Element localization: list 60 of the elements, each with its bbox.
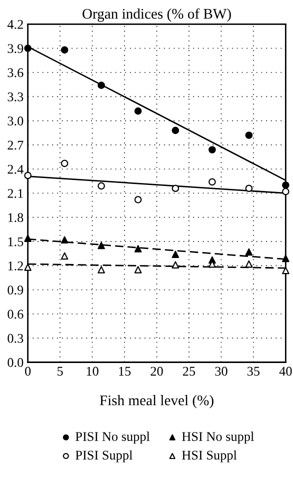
x-tick-label: 30: [215, 366, 228, 376]
point: [172, 184, 180, 192]
x-tick-label: 25: [182, 366, 196, 376]
y-tick-label: 2.4: [8, 164, 24, 174]
point: [282, 188, 290, 196]
point: [134, 196, 142, 204]
point: [208, 178, 216, 186]
x-tick-label: 10: [86, 366, 98, 376]
y-tick-label: 0.6: [8, 310, 24, 319]
legend-label: PISI Suppl: [76, 450, 132, 462]
x-tick-label: 20: [150, 366, 163, 376]
point: [98, 266, 105, 274]
point: [282, 266, 290, 274]
y-tick-label: 2.7: [8, 140, 24, 150]
x-tick-label: 5: [58, 366, 63, 376]
point: [208, 146, 216, 154]
chart-title: Organ indices (% of BW): [82, 8, 231, 22]
point: [134, 245, 142, 252]
point: [245, 132, 253, 139]
legend-label: HSI No suppl: [182, 432, 254, 444]
legend-label: HSI Suppl: [182, 450, 237, 462]
x-axis-title: Fish meal level (%): [100, 395, 214, 408]
y-tick-label: 4.2: [7, 20, 23, 29]
point: [172, 261, 180, 269]
point: [98, 242, 105, 250]
point: [172, 250, 180, 258]
legend-label: PISI No suppl: [76, 432, 150, 444]
y-tick-label: 3.3: [8, 92, 24, 102]
y-tick-label: 1.2: [8, 261, 23, 270]
point: [60, 236, 68, 244]
point: [134, 266, 142, 274]
y-tick-label: 3.0: [8, 116, 24, 126]
point: [24, 172, 32, 180]
point: [98, 82, 105, 89]
y-tick-label: 0.9: [8, 286, 24, 295]
point: [282, 181, 290, 189]
y-tick-label: 3.6: [8, 68, 24, 78]
y-tick-label: 3.9: [8, 44, 24, 54]
point: [134, 107, 142, 115]
point: [60, 160, 68, 168]
point: [24, 264, 32, 271]
x-tick-label: 15: [119, 366, 131, 376]
point: [282, 254, 290, 262]
y-tick-label: 2.1: [8, 189, 23, 198]
point: [245, 248, 253, 256]
point: [60, 252, 68, 260]
y-tick-label: 1.8: [8, 213, 24, 222]
point: [60, 46, 68, 54]
point: [24, 44, 32, 52]
point: [245, 184, 253, 192]
point: [172, 126, 180, 134]
y-tick-label: 1.5: [8, 237, 24, 246]
y-tick-label: 0.0: [8, 358, 24, 368]
x-tick-label: 35: [247, 366, 260, 376]
x-tick-label: 40: [279, 366, 292, 376]
point: [24, 234, 32, 242]
point: [245, 260, 253, 268]
y-tick-label: 0.3: [8, 334, 24, 343]
x-tick-label: 0: [25, 366, 31, 376]
point: [98, 182, 105, 190]
